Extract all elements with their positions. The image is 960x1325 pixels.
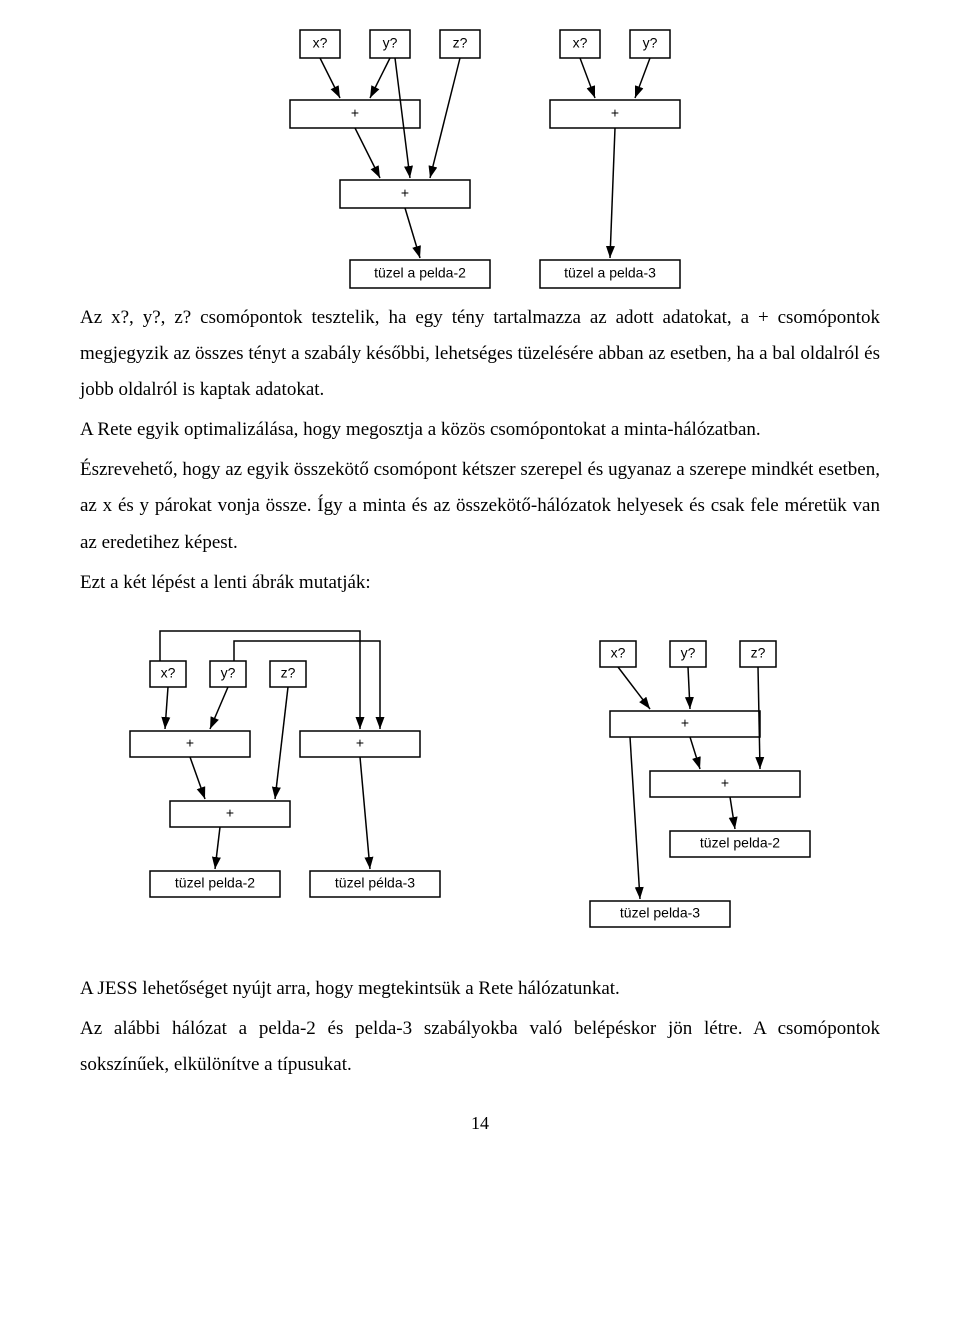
svg-text:x?: x? <box>611 644 626 660</box>
svg-text:z?: z? <box>751 644 766 660</box>
svg-text:+: + <box>681 714 689 730</box>
svg-text:y?: y? <box>221 664 236 680</box>
svg-text:tüzel pelda-2: tüzel pelda-2 <box>700 834 780 850</box>
svg-text:tüzel pelda-3: tüzel pelda-3 <box>620 904 700 920</box>
svg-text:y?: y? <box>681 644 696 660</box>
paragraph-3: Észrevehető, hogy az egyik összekötő cso… <box>80 452 880 560</box>
node-x2-label: x? <box>573 35 588 51</box>
svg-text:tüzel pelda-2: tüzel pelda-2 <box>175 874 255 890</box>
node-x-label: x? <box>313 35 328 51</box>
diagram-3: x? y? z? + + tüzel pelda-2 tüzel pelda-3 <box>550 621 850 941</box>
paragraph-1: Az x?, y?, z? csomópontok tesztelik, ha … <box>80 300 880 408</box>
svg-text:+: + <box>226 804 234 820</box>
node-z-label: z? <box>453 35 468 51</box>
body-text-2: A JESS lehetőséget nyújt arra, hogy megt… <box>80 971 880 1083</box>
svg-text:tüzel példa-3: tüzel példa-3 <box>335 874 415 890</box>
paragraph-4: Ezt a két lépést a lenti ábrák mutatják: <box>80 565 880 601</box>
diagram-1: x? y? z? x? y? + + + tüzel a pelda-2 tüz… <box>80 0 880 300</box>
paragraph-2: A Rete egyik optimalizálása, hogy megosz… <box>80 412 880 448</box>
svg-text:+: + <box>721 774 729 790</box>
node-plus2-label: + <box>611 105 619 121</box>
svg-text:x?: x? <box>161 664 176 680</box>
paragraph-5: A JESS lehetőséget nyújt arra, hogy megt… <box>80 971 880 1007</box>
node-y-label: y? <box>383 35 398 51</box>
node-plus1-label: + <box>351 105 359 121</box>
diagram-2: x? y? z? + + + tüzel pelda-2 tüzel példa… <box>110 621 470 921</box>
node-y2-label: y? <box>643 35 658 51</box>
node-fire3-label: tüzel a pelda-3 <box>564 265 656 281</box>
body-text-1: Az x?, y?, z? csomópontok tesztelik, ha … <box>80 300 880 601</box>
node-plus3-label: + <box>401 185 409 201</box>
svg-text:+: + <box>186 734 194 750</box>
svg-text:z?: z? <box>281 664 296 680</box>
svg-text:+: + <box>356 734 364 750</box>
page-number: 14 <box>80 1113 880 1134</box>
paragraph-6: Az alábbi hálózat a pelda-2 és pelda-3 s… <box>80 1011 880 1083</box>
node-fire2-label: tüzel a pelda-2 <box>374 265 466 281</box>
